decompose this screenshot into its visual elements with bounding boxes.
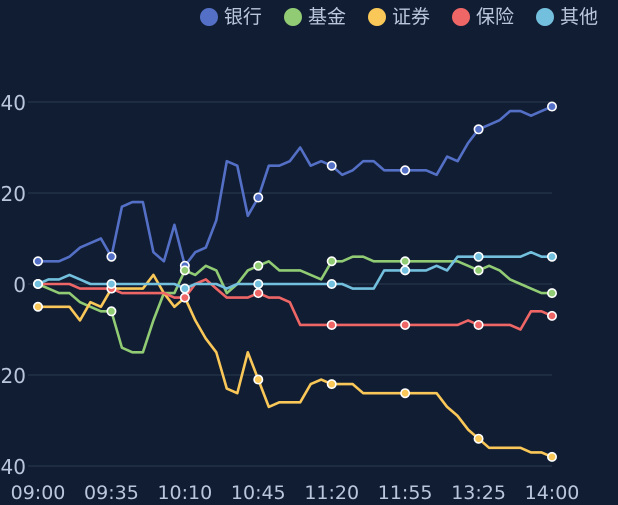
x-tick-label: 11:55 (378, 482, 433, 504)
x-tick-label: 14:00 (525, 482, 580, 504)
data-point-1[interactable] (546, 288, 557, 299)
data-point-1[interactable] (473, 265, 484, 276)
y-tick-label: 20 (1, 364, 26, 388)
data-point-4[interactable] (400, 265, 411, 276)
data-point-2[interactable] (473, 433, 484, 444)
x-tick-label: 10:10 (157, 482, 212, 504)
series-line-3[interactable] (36, 278, 554, 331)
y-tick-label: 40 (1, 455, 26, 479)
data-point-4[interactable] (179, 283, 190, 294)
legend-dot-insurance (451, 8, 470, 26)
data-point-0[interactable] (400, 165, 411, 176)
legend-label-bank: 银行 (223, 6, 262, 28)
data-point-2[interactable] (253, 374, 264, 385)
legend-label-securities: 证券 (391, 6, 430, 28)
x-tick-label: 11:20 (304, 482, 359, 504)
x-tick-label: 09:35 (84, 482, 139, 504)
legend-item-bank[interactable]: 银行 (199, 4, 262, 30)
series-markers (32, 101, 557, 462)
y-tick-label: 40 (1, 91, 26, 115)
data-point-0[interactable] (546, 101, 557, 112)
legend-label-fund: 基金 (307, 6, 346, 28)
legend-item-fund[interactable]: 基金 (283, 4, 346, 30)
data-point-1[interactable] (179, 265, 190, 276)
data-point-1[interactable] (400, 256, 411, 267)
data-point-3[interactable] (253, 288, 264, 299)
data-point-0[interactable] (473, 124, 484, 135)
data-point-1[interactable] (106, 306, 117, 317)
legend-label-other: 其他 (559, 6, 598, 28)
legend-dot-bank (199, 8, 218, 26)
series-line-0[interactable] (36, 105, 554, 268)
data-point-4[interactable] (546, 251, 557, 262)
data-point-4[interactable] (106, 278, 117, 289)
legend: 银行 基金 证券 保险 其他 (178, 4, 598, 30)
series-line-4[interactable] (36, 250, 554, 290)
data-point-4[interactable] (253, 278, 264, 289)
data-point-3[interactable] (179, 292, 190, 303)
x-tick-label: 13:25 (451, 482, 506, 504)
legend-item-other[interactable]: 其他 (535, 4, 598, 30)
data-point-2[interactable] (32, 301, 43, 312)
y-tick-label: 0 (13, 273, 26, 297)
data-point-1[interactable] (326, 256, 337, 267)
legend-dot-fund (283, 8, 302, 26)
x-tick-label: 10:45 (231, 482, 286, 504)
series-lines (36, 105, 554, 459)
data-point-3[interactable] (473, 319, 484, 330)
data-point-4[interactable] (32, 278, 43, 289)
legend-item-securities[interactable]: 证券 (367, 4, 430, 30)
legend-dot-securities (367, 8, 386, 26)
legend-item-insurance[interactable]: 保险 (451, 4, 514, 30)
data-point-4[interactable] (473, 251, 484, 262)
legend-label-insurance: 保险 (475, 6, 514, 28)
y-tick-label: 20 (1, 182, 26, 206)
data-point-0[interactable] (106, 251, 117, 262)
data-point-0[interactable] (32, 256, 43, 267)
data-point-2[interactable] (326, 379, 337, 390)
series-line-1[interactable] (36, 255, 554, 354)
axes: 40 20 0 20 40 09:00 09:35 10:10 10:45 11:20 11:55 1… (1, 91, 580, 504)
legend-dot-other (535, 8, 554, 26)
data-point-0[interactable] (253, 192, 264, 203)
data-point-3[interactable] (546, 310, 557, 321)
data-point-1[interactable] (253, 260, 264, 271)
data-point-4[interactable] (326, 278, 337, 289)
data-point-2[interactable] (546, 451, 557, 462)
data-point-3[interactable] (400, 319, 411, 330)
series-line-2[interactable] (36, 273, 554, 459)
data-point-3[interactable] (326, 319, 337, 330)
data-point-2[interactable] (400, 388, 411, 399)
x-tick-label: 09:00 (11, 482, 66, 504)
data-point-0[interactable] (326, 160, 337, 171)
